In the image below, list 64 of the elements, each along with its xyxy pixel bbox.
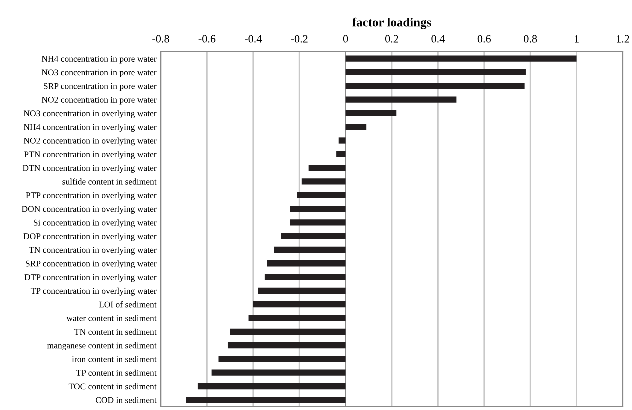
x-tick-label: 1 <box>575 35 579 43</box>
y-tick-label: SRP concentration in overlying water <box>26 260 157 269</box>
y-tick-label: iron content in sediment <box>72 356 157 362</box>
y-tick-label: DTP concentration in overlying water <box>24 274 157 282</box>
y-tick-label: water content in sediment <box>66 315 157 322</box>
bar <box>218 356 346 362</box>
x-tick-label: 1.2 <box>617 35 630 43</box>
x-tick-label: -0.6 <box>198 35 216 43</box>
bar <box>346 83 525 90</box>
y-tick-label: TP content in sediment <box>76 370 157 376</box>
bar <box>228 342 346 349</box>
y-tick-label: PTN concentration in overlying water <box>24 151 157 160</box>
bar <box>290 220 346 226</box>
y-tick-label: TN concentration in overlying water <box>29 246 157 255</box>
bar <box>264 274 346 280</box>
y-tick-label: SRP concentration in pore water <box>44 83 157 92</box>
bar <box>346 69 526 76</box>
y-tick-label: TP concentration in overlying water <box>30 288 157 296</box>
x-tick-label: 0 <box>343 35 348 43</box>
y-tick-label: NO3 concentration in overlying water <box>24 110 157 118</box>
x-tick-label: -0.4 <box>245 35 262 43</box>
x-tick-label: -0.2 <box>291 35 308 43</box>
y-tick-label: COD in sediment <box>96 397 157 404</box>
bar <box>267 260 346 267</box>
bar <box>336 151 346 158</box>
x-tick-label: -0.8 <box>152 35 170 43</box>
bar <box>346 110 397 117</box>
y-tick-label: TOC content in sediment <box>68 383 157 390</box>
x-tick-label: 0.2 <box>385 35 398 43</box>
y-tick-label: NH4 concentration in overlying water <box>24 124 157 132</box>
bar <box>346 96 457 103</box>
y-tick-label: TN content in sediment <box>74 328 157 336</box>
bar <box>274 246 346 254</box>
bar <box>338 138 346 144</box>
x-axis-title: factor loadings <box>352 18 432 30</box>
bar <box>212 370 346 376</box>
bar <box>258 288 346 294</box>
bar <box>253 302 346 308</box>
x-tick-label: 0.6 <box>478 35 492 43</box>
y-tick-label: NO2 concentration in pore water <box>42 97 157 105</box>
bar <box>346 124 367 130</box>
bar <box>281 233 346 240</box>
bar <box>308 164 346 172</box>
y-tick-label: PTP concentration in overlying water <box>26 192 157 200</box>
y-tick-label: NO2 concentration in overlying water <box>24 138 157 146</box>
bar <box>230 328 346 335</box>
bar <box>198 383 346 390</box>
y-tick-label: manganese content in sediment <box>47 342 157 350</box>
bar <box>248 315 346 322</box>
y-tick-label: NO3 concentration in pore water <box>42 70 157 78</box>
x-tick-label: 0.4 <box>432 35 445 43</box>
y-tick-label: NH4 concentration in pore water <box>42 56 157 64</box>
bar <box>186 397 346 404</box>
bar <box>302 178 346 185</box>
bar <box>346 56 577 62</box>
y-tick-label: sulfide content in sediment <box>62 178 157 185</box>
y-tick-label: DOP concentration in overlying water <box>24 233 157 242</box>
bar <box>290 206 346 212</box>
x-tick-label: 0.8 <box>524 35 538 43</box>
y-tick-label: LOI of sediment <box>99 301 157 308</box>
y-tick-label: DON concentration in overlying water <box>22 206 157 214</box>
y-tick-label: DTN concentration in overlying water <box>22 165 157 173</box>
bar <box>297 192 346 198</box>
y-tick-label: Si concentration in overlying water <box>34 220 157 228</box>
